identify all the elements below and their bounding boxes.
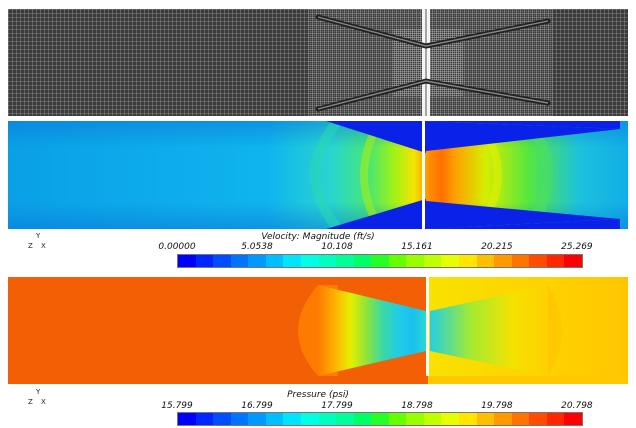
axis-y-label: Y (36, 232, 41, 240)
colorbar-swatch (318, 255, 337, 267)
colorbar-swatch (178, 413, 196, 425)
pressure-contour-view[interactable] (8, 277, 628, 384)
colorbar-swatch (529, 413, 547, 425)
colorbar-swatch (283, 413, 301, 425)
colorbar-tick-label: 0.00000 (158, 242, 196, 252)
colorbar-swatch (371, 255, 389, 267)
colorbar-swatch (476, 255, 495, 267)
pressure-legend-title: Pressure (psi) (287, 390, 349, 400)
colorbar-swatch (564, 413, 582, 425)
colorbar-swatch (195, 413, 214, 425)
colorbar-swatch (546, 413, 565, 425)
velocity-contour-view[interactable] (8, 121, 628, 229)
colorbar-swatch (406, 255, 424, 267)
colorbar-swatch (388, 255, 407, 267)
axis-triad: Y Z X (26, 232, 56, 256)
colorbar-tick-label: 19.798 (481, 401, 513, 411)
velocity-legend-title: Velocity: Magnitude (ft/s) (261, 232, 375, 242)
colorbar-swatch (423, 413, 442, 425)
velocity-colorbar (177, 254, 583, 268)
colorbar-swatch (230, 255, 249, 267)
colorbar-swatch (564, 255, 582, 267)
colorbar-swatch (336, 413, 354, 425)
colorbar-swatch (213, 255, 231, 267)
colorbar-swatch (178, 255, 196, 267)
colorbar-swatch (511, 255, 530, 267)
colorbar-swatch (353, 255, 372, 267)
colorbar-swatch (336, 255, 354, 267)
colorbar-swatch (230, 413, 249, 425)
colorbar-swatch (248, 413, 266, 425)
colorbar-swatch (300, 255, 319, 267)
colorbar-tick-label: 18.798 (401, 401, 433, 411)
colorbar-swatch (459, 413, 477, 425)
colorbar-swatch (476, 413, 495, 425)
axis-z-label: Z (28, 242, 33, 250)
colorbar-tick-label: 20.798 (561, 401, 593, 411)
colorbar-tick-label: 5.0538 (241, 242, 273, 252)
mesh-graphic (8, 9, 628, 116)
colorbar-tick-label: 20.215 (481, 242, 513, 252)
colorbar-swatch (300, 413, 319, 425)
axis-triad: Y Z X (26, 388, 56, 412)
colorbar-tick-label: 15.161 (401, 242, 433, 252)
colorbar-swatch (423, 255, 442, 267)
colorbar-swatch (265, 255, 284, 267)
colorbar-swatch (195, 255, 214, 267)
colorbar-swatch (441, 255, 459, 267)
colorbar-swatch (546, 255, 565, 267)
colorbar-swatch (494, 413, 512, 425)
colorbar-swatch (511, 413, 530, 425)
colorbar-swatch (248, 255, 266, 267)
colorbar-tick-label: 16.799 (241, 401, 273, 411)
colorbar-swatch (213, 413, 231, 425)
colorbar-swatch (388, 413, 407, 425)
colorbar-tick-label: 17.799 (321, 401, 353, 411)
colorbar-swatch (441, 413, 459, 425)
colorbar-tick-label: 25.269 (561, 242, 593, 252)
axis-y-label: Y (36, 388, 41, 396)
colorbar-swatch (494, 255, 512, 267)
colorbar-swatch (406, 413, 424, 425)
axis-z-label: Z (28, 398, 33, 406)
colorbar-tick-label: 10.108 (321, 242, 353, 252)
colorbar-swatch (318, 413, 337, 425)
colorbar-swatch (529, 255, 547, 267)
colorbar-swatch (459, 255, 477, 267)
pressure-contour-graphic (8, 277, 628, 384)
colorbar-swatch (353, 413, 372, 425)
axis-x-label: X (41, 242, 46, 250)
colorbar-swatch (283, 255, 301, 267)
velocity-contour-graphic (8, 121, 628, 229)
pressure-colorbar (177, 412, 583, 426)
colorbar-swatch (265, 413, 284, 425)
axis-x-label: X (41, 398, 46, 406)
mesh-view[interactable] (8, 9, 628, 116)
colorbar-tick-label: 15.799 (161, 401, 193, 411)
colorbar-swatch (371, 413, 389, 425)
